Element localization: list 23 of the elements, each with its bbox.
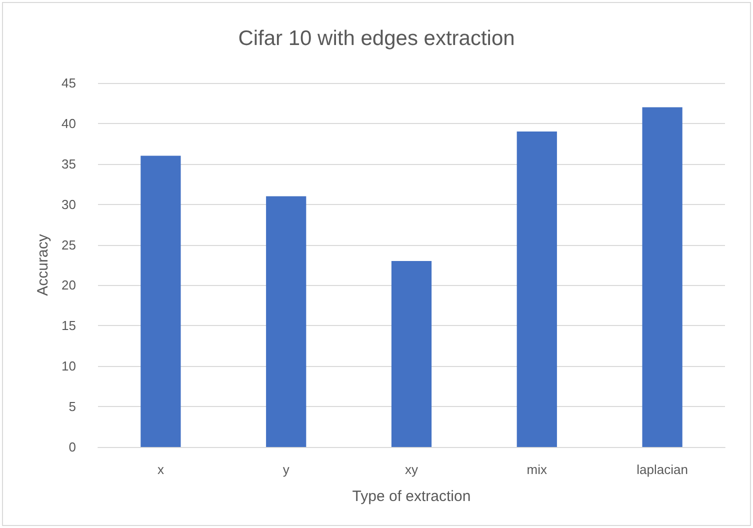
x-tick-label: xy	[405, 462, 418, 477]
x-tick-label: laplacian	[636, 462, 688, 477]
bar	[642, 107, 682, 447]
chart-title: Cifar 10 with edges extraction	[238, 27, 515, 50]
y-tick-label: 15	[62, 318, 76, 334]
y-tick-label: 25	[62, 237, 76, 252]
y-tick-label: 10	[62, 358, 76, 374]
bar	[516, 132, 557, 447]
y-tick-label: 0	[68, 440, 76, 454]
bar	[391, 260, 432, 447]
x-tick-label: x	[157, 462, 164, 477]
y-axis-title: Accuracy	[34, 234, 52, 296]
y-tick-label: 45	[62, 76, 76, 90]
y-tick-label: 30	[62, 196, 76, 212]
y-tick-label: 35	[62, 156, 76, 172]
x-tick-label: y	[282, 462, 290, 477]
y-tick-label: 20	[62, 278, 76, 293]
x-axis-title: Type of extraction	[352, 488, 471, 505]
y-tick-label: 5	[68, 399, 76, 414]
y-tick-label: 40	[62, 116, 76, 131]
x-tick-label: mix	[526, 462, 548, 477]
bar	[140, 156, 181, 447]
bar	[266, 196, 306, 447]
